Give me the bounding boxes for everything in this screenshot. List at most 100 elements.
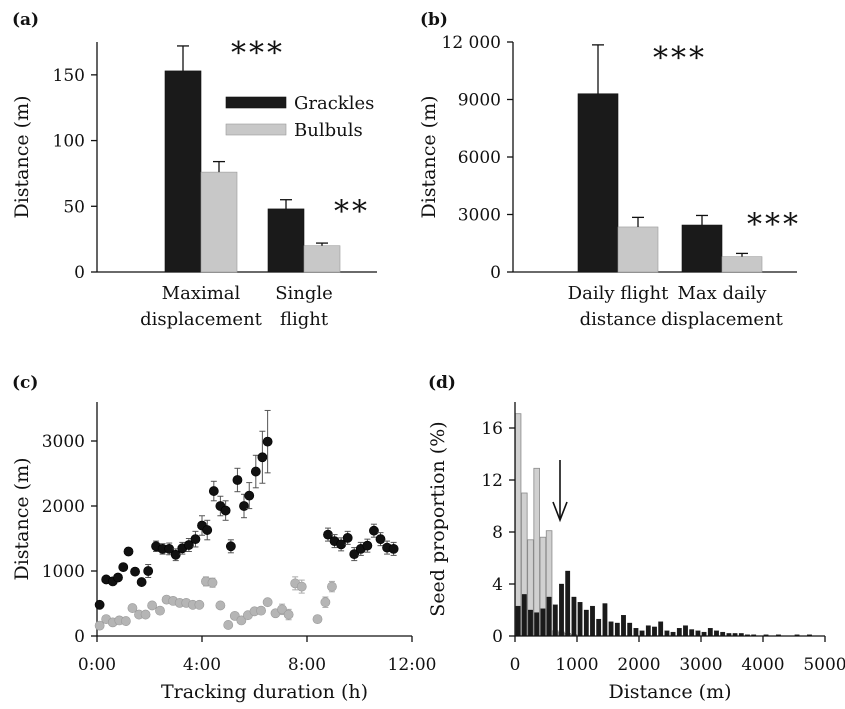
category-label: Maximal <box>162 283 241 304</box>
x-tick-label: 2000 <box>617 655 660 675</box>
bar-grackles-2 <box>528 609 533 637</box>
point-grackles <box>225 541 236 552</box>
bar-grackles-1 <box>521 594 527 637</box>
bar-grackles-18 <box>627 622 633 637</box>
point-bulbuls <box>236 615 247 626</box>
legend-swatch-grackles <box>225 96 287 109</box>
y-tick-label: 9000 <box>458 91 501 111</box>
point-bulbuls <box>223 620 234 630</box>
point-bulbuls <box>312 614 323 624</box>
point-grackles <box>262 436 273 447</box>
bar-grackles-7 <box>559 583 564 637</box>
bar-grackles-26 <box>676 628 682 637</box>
bar-grackles-11 <box>583 609 589 637</box>
bar-grackles-23 <box>658 621 664 637</box>
category-label: Single <box>275 283 333 304</box>
bar-grackles-13 <box>596 618 602 637</box>
bar-grackles-16 <box>614 622 620 637</box>
significance-marker: *** <box>653 41 707 76</box>
point-bulbuls <box>140 609 151 620</box>
point-grackles <box>362 540 373 551</box>
bar-grackles-6 <box>552 604 558 637</box>
y-tick-label: 0 <box>74 627 85 647</box>
point-bulbuls <box>207 577 218 588</box>
y-tick-label: 6000 <box>458 148 501 168</box>
significance-marker: *** <box>231 36 285 71</box>
point-grackles <box>369 525 379 536</box>
bar-bulbuls-1 <box>303 245 341 273</box>
point-grackles <box>388 544 399 554</box>
bar-grackles-20 <box>639 630 645 637</box>
point-grackles <box>250 466 261 477</box>
x-tick-label: 5000 <box>803 655 845 675</box>
point-bulbuls <box>215 600 226 611</box>
y-tick-label: 3000 <box>42 432 85 452</box>
point-grackles <box>244 490 255 501</box>
point-grackles <box>239 501 249 511</box>
bar-bulbuls-0 <box>617 226 659 273</box>
bar-grackles-21 <box>645 625 651 637</box>
point-grackles <box>130 566 140 577</box>
x-tick-label: 1000 <box>555 655 598 675</box>
y-tick-label: 0 <box>492 627 503 647</box>
point-grackles <box>113 572 123 583</box>
point-grackles <box>208 486 219 496</box>
point-bulbuls <box>283 609 294 620</box>
bar-grackles-8 <box>565 570 571 637</box>
bar-grackles-12 <box>590 605 595 637</box>
bar-grackles-4 <box>540 608 546 637</box>
category-label: distance <box>580 309 657 330</box>
bar-bulbuls-0 <box>514 413 522 637</box>
bar-grackles-3 <box>534 612 540 637</box>
bar-grackles-5 <box>546 596 552 637</box>
bar-grackles-0 <box>164 70 202 273</box>
point-grackles <box>257 452 268 463</box>
bar-grackles-0 <box>577 93 619 273</box>
bar-grackles-14 <box>602 603 608 637</box>
y-axis-title: Seed proportion (%) <box>427 421 449 616</box>
y-axis-title: Distance (m) <box>11 457 33 580</box>
point-bulbuls <box>256 605 266 616</box>
y-tick-label: 100 <box>53 132 85 152</box>
error-bar-grackles-1 <box>280 199 292 209</box>
error-bar-bulbuls-0 <box>213 160 225 173</box>
category-label: Max daily <box>678 283 768 304</box>
x-axis-title: Tracking duration (h) <box>161 681 368 703</box>
y-tick-label: 150 <box>53 66 85 86</box>
category-label: displacement <box>661 309 784 330</box>
x-axis-title: Distance (m) <box>608 681 731 703</box>
bar-grackles-31 <box>707 628 713 637</box>
point-bulbuls <box>120 616 131 626</box>
point-grackles <box>170 549 181 560</box>
y-axis-title: Distance (m) <box>418 95 440 218</box>
point-grackles <box>232 475 243 485</box>
y-tick-label: 12 000 <box>442 33 501 53</box>
x-tick-label: 3000 <box>679 655 722 675</box>
panel-label: (b) <box>420 10 448 30</box>
legend-label-grackles: Grackles <box>294 93 374 114</box>
error-bar-grackles-0 <box>177 45 189 71</box>
panel-label: (a) <box>12 10 39 30</box>
point-bulbuls <box>296 581 307 592</box>
point-grackles <box>202 525 213 535</box>
point-bulbuls <box>194 599 205 610</box>
bar-bulbuls-0 <box>200 171 238 273</box>
category-label: flight <box>280 309 329 330</box>
bar-grackles-9 <box>571 596 577 637</box>
y-tick-label: 12 <box>481 471 503 491</box>
y-tick-label: 2000 <box>42 497 85 517</box>
x-tick-label: 4000 <box>741 655 784 675</box>
bar-grackles-27 <box>683 625 688 637</box>
bar-grackles-28 <box>689 629 695 637</box>
y-tick-label: 50 <box>63 197 85 217</box>
point-grackles <box>118 562 129 572</box>
point-grackles <box>183 540 194 550</box>
bar-grackles-0 <box>515 605 521 637</box>
point-bulbuls <box>262 597 273 608</box>
point-grackles <box>349 549 360 559</box>
arrow-annotation <box>552 460 568 523</box>
point-grackles <box>375 534 386 545</box>
bar-grackles-22 <box>652 626 657 637</box>
point-grackles <box>220 505 231 516</box>
